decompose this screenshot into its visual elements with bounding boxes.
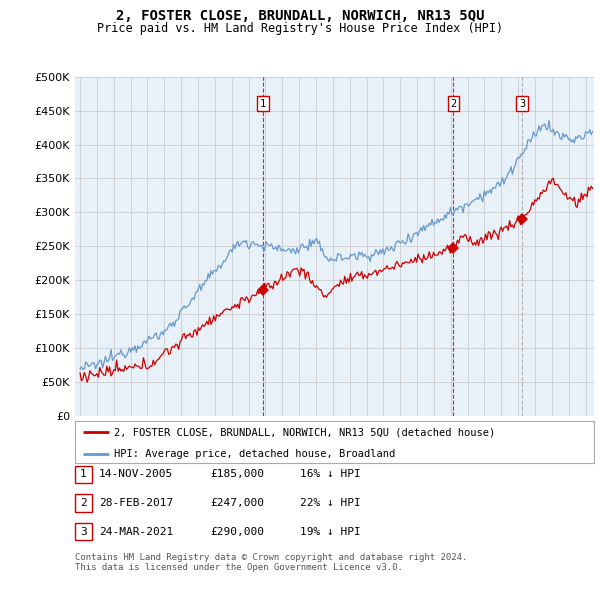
Text: £290,000: £290,000 <box>210 527 264 536</box>
Text: 14-NOV-2005: 14-NOV-2005 <box>99 470 173 479</box>
Text: 2, FOSTER CLOSE, BRUNDALL, NORWICH, NR13 5QU: 2, FOSTER CLOSE, BRUNDALL, NORWICH, NR13… <box>116 9 484 23</box>
Text: 2: 2 <box>80 498 87 507</box>
Text: This data is licensed under the Open Government Licence v3.0.: This data is licensed under the Open Gov… <box>75 563 403 572</box>
Text: 1: 1 <box>80 470 87 479</box>
Text: 16% ↓ HPI: 16% ↓ HPI <box>300 470 361 479</box>
Text: 19% ↓ HPI: 19% ↓ HPI <box>300 527 361 536</box>
Text: 28-FEB-2017: 28-FEB-2017 <box>99 498 173 507</box>
Text: 22% ↓ HPI: 22% ↓ HPI <box>300 498 361 507</box>
Text: Price paid vs. HM Land Registry's House Price Index (HPI): Price paid vs. HM Land Registry's House … <box>97 22 503 35</box>
Text: Contains HM Land Registry data © Crown copyright and database right 2024.: Contains HM Land Registry data © Crown c… <box>75 553 467 562</box>
Text: 3: 3 <box>80 527 87 536</box>
Text: £185,000: £185,000 <box>210 470 264 479</box>
Text: £247,000: £247,000 <box>210 498 264 507</box>
Text: 3: 3 <box>519 99 525 109</box>
Text: 2: 2 <box>451 99 457 109</box>
Text: HPI: Average price, detached house, Broadland: HPI: Average price, detached house, Broa… <box>114 449 395 459</box>
Text: 2, FOSTER CLOSE, BRUNDALL, NORWICH, NR13 5QU (detached house): 2, FOSTER CLOSE, BRUNDALL, NORWICH, NR13… <box>114 427 495 437</box>
Text: 1: 1 <box>260 99 266 109</box>
Text: 24-MAR-2021: 24-MAR-2021 <box>99 527 173 536</box>
